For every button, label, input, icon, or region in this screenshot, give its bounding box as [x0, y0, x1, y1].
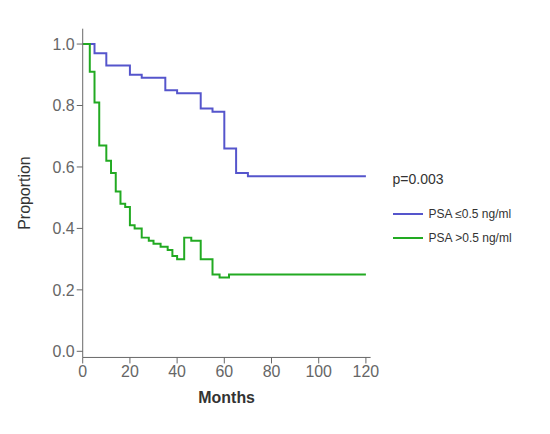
svg-text:Months: Months — [198, 389, 255, 406]
svg-text:0.8: 0.8 — [53, 97, 75, 114]
svg-text:100: 100 — [305, 363, 332, 380]
svg-text:Proportion: Proportion — [16, 156, 33, 229]
svg-text:1.0: 1.0 — [53, 36, 75, 53]
svg-text:60: 60 — [215, 363, 233, 380]
svg-text:0.6: 0.6 — [53, 159, 75, 176]
html-text:PSA ≤0.5 ng/ml: PSA ≤0.5 ng/ml — [428, 207, 512, 221]
svg-text:0.0: 0.0 — [53, 343, 75, 360]
svg-text:0: 0 — [78, 363, 87, 380]
svg-text:40: 40 — [168, 363, 186, 380]
svg-text:0.4: 0.4 — [53, 220, 75, 237]
html-text:p=0.003: p=0.003 — [392, 171, 444, 187]
svg-text:20: 20 — [121, 363, 139, 380]
svg-text:80: 80 — [263, 363, 281, 380]
svg-text:120: 120 — [353, 363, 380, 380]
html-text:PSA >0.5 ng/ml: PSA >0.5 ng/ml — [428, 231, 512, 245]
svg-text:0.2: 0.2 — [53, 282, 75, 299]
